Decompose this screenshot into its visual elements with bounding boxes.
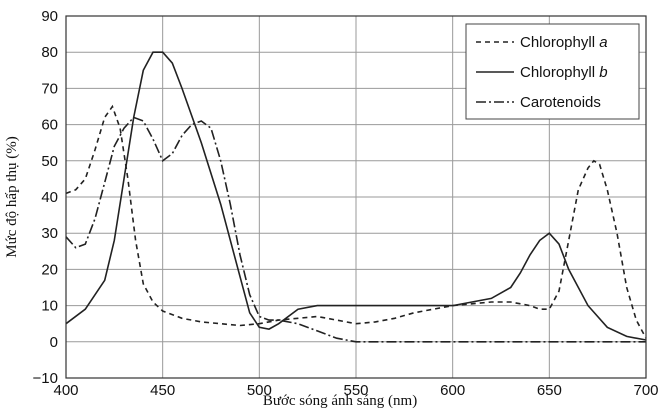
series-line-chlorophyll-a: [65, 104, 647, 339]
y-tick-label: 90: [41, 8, 58, 25]
series-line-chlorophyll-b: [65, 51, 647, 341]
legend-label-carotenoids: Carotenoids: [520, 94, 601, 111]
y-tick-labels: 90 80 70 60 50 40 30 20 10 0 −10: [33, 8, 58, 387]
y-tick-label: 20: [41, 261, 58, 278]
y-tick-label: 80: [41, 44, 58, 61]
x-tick-label: 450: [150, 382, 175, 399]
legend: Chlorophyll a Chlorophyll b Carotenoids: [465, 23, 640, 120]
x-tick-label: 700: [633, 382, 658, 399]
y-tick-label: 60: [41, 117, 58, 134]
x-tick-label: 550: [343, 382, 368, 399]
y-tick-label: 10: [41, 298, 58, 315]
series-lines: [65, 51, 647, 343]
x-tick-label: 500: [247, 382, 272, 399]
y-tick-label: 50: [41, 153, 58, 170]
y-tick-label: 70: [41, 80, 58, 97]
x-tick-label: 600: [440, 382, 465, 399]
y-tick-label: 30: [41, 225, 58, 242]
series-line-carotenoids: [65, 116, 646, 343]
legend-label-chlorophyll-a: Chlorophyll a: [520, 34, 608, 51]
x-axis-title: Bước sóng ánh sáng (nm): [263, 393, 417, 409]
plot-frame: [65, 15, 647, 379]
x-tick-labels: 400 450 500 550 600 650 700: [53, 382, 658, 399]
x-tick-label: 650: [537, 382, 562, 399]
y-axis-title: Mức độ hấp thụ (%): [4, 136, 20, 257]
legend-label-chlorophyll-b: Chlorophyll b: [520, 64, 608, 81]
y-tick-label: 40: [41, 189, 58, 206]
y-tick-label: 0: [50, 334, 58, 351]
y-tick-label: −10: [33, 370, 58, 387]
x-tick-label: 400: [53, 382, 78, 399]
